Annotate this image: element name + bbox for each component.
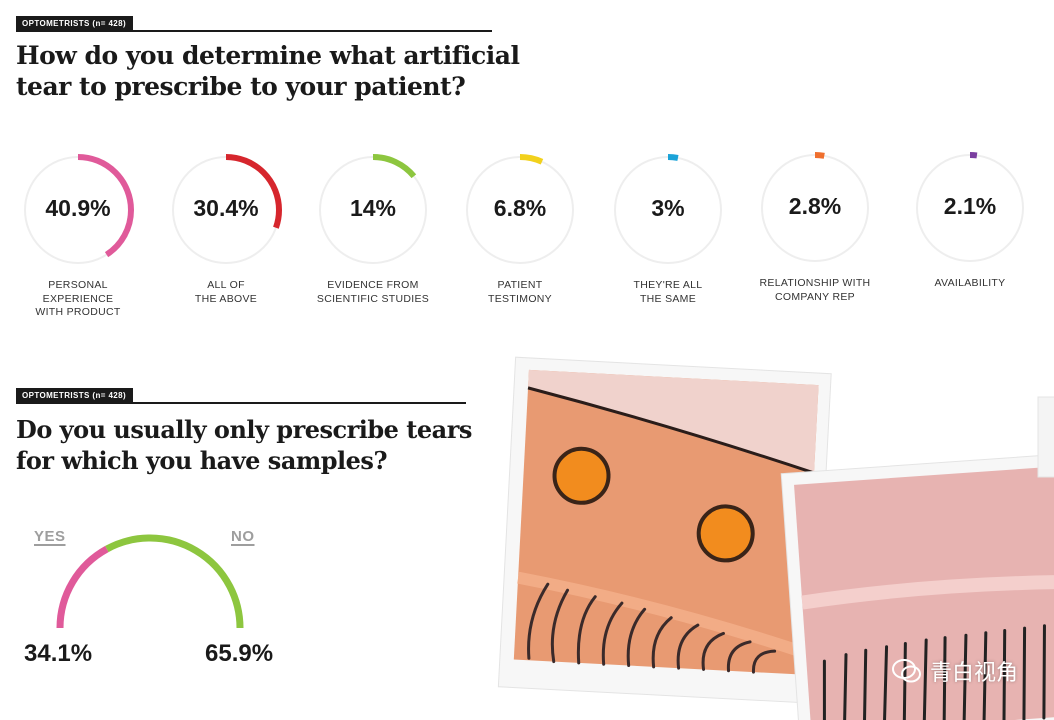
- ring-arc-5: [612, 154, 724, 266]
- section2-tag-n: (n= 428): [92, 391, 127, 400]
- polaroid-edge: [1037, 396, 1054, 478]
- ring-value-4: 6.8%: [493, 195, 547, 221]
- gauge-value-yes: 34.1%: [24, 640, 93, 667]
- ring-arc-4: [464, 154, 576, 266]
- ring-arc-6: [759, 152, 871, 264]
- section2-rule: [16, 402, 466, 404]
- question-2-title: Do you usually only prescribe tears for …: [16, 415, 472, 475]
- ring-value-3: 14%: [349, 195, 397, 221]
- ring-caption-3: EVIDENCE FROM SCIENTIFIC STUDIES: [316, 279, 430, 305]
- ring-caption-7: AVAILABILITY: [934, 277, 1006, 289]
- polaroid-right: [780, 452, 1054, 720]
- gauge-arc-no: [105, 534, 244, 629]
- gauge-label-yes: YES: [34, 528, 66, 545]
- ring-arc-2: [170, 154, 282, 266]
- eyelid-illustration: [497, 356, 1054, 720]
- ring-arc-7: [914, 152, 1026, 264]
- gauge-value-no: 65.9%: [205, 640, 274, 667]
- question-1-title: How do you determine what artificial tea…: [16, 41, 520, 101]
- ring-caption-6: RELATIONSHIP WITH COMPANY REP: [759, 277, 871, 303]
- ring-value-2: 30.4%: [193, 195, 259, 221]
- ring-arc-1: [22, 154, 134, 266]
- watermark: 青白视角: [891, 655, 1018, 687]
- ring-caption-1: PERSONAL EXPERIENCE WITH PRODUCT: [35, 279, 121, 318]
- gland-icon: [696, 504, 755, 563]
- polaroid-left: [497, 356, 832, 704]
- ring-chart-canvas: [22, 152, 1026, 266]
- ring-value-7: 2.1%: [943, 193, 997, 219]
- ring-value-6: 2.8%: [788, 193, 842, 219]
- gauge-label-no: NO: [231, 528, 255, 545]
- section1-rule: [16, 30, 492, 32]
- gland-icon: [552, 446, 611, 505]
- section1-tag-n: (n= 428): [92, 19, 127, 28]
- section2-tag-group: OPTOMETRISTS: [22, 391, 90, 400]
- ring-caption-5: THEY'RE ALL THE SAME: [633, 279, 703, 305]
- ring-caption-2: ALL OF THE ABOVE: [194, 279, 258, 305]
- section2-tag: OPTOMETRISTS (n= 428): [16, 388, 134, 403]
- wechat-icon: [891, 659, 921, 683]
- gauge-canvas: [56, 534, 244, 629]
- ring-caption-4: PATIENT TESTIMONY: [488, 279, 552, 305]
- ring-arc-3: [317, 154, 429, 266]
- gauge-arc-yes: [56, 545, 109, 629]
- watermark-text: 青白视角: [929, 660, 1018, 685]
- section1-tag: OPTOMETRISTS (n= 428): [16, 16, 134, 31]
- ring-value-1: 40.9%: [45, 195, 111, 221]
- section1-tag-group: OPTOMETRISTS: [22, 19, 90, 28]
- ring-value-5: 3%: [651, 195, 685, 221]
